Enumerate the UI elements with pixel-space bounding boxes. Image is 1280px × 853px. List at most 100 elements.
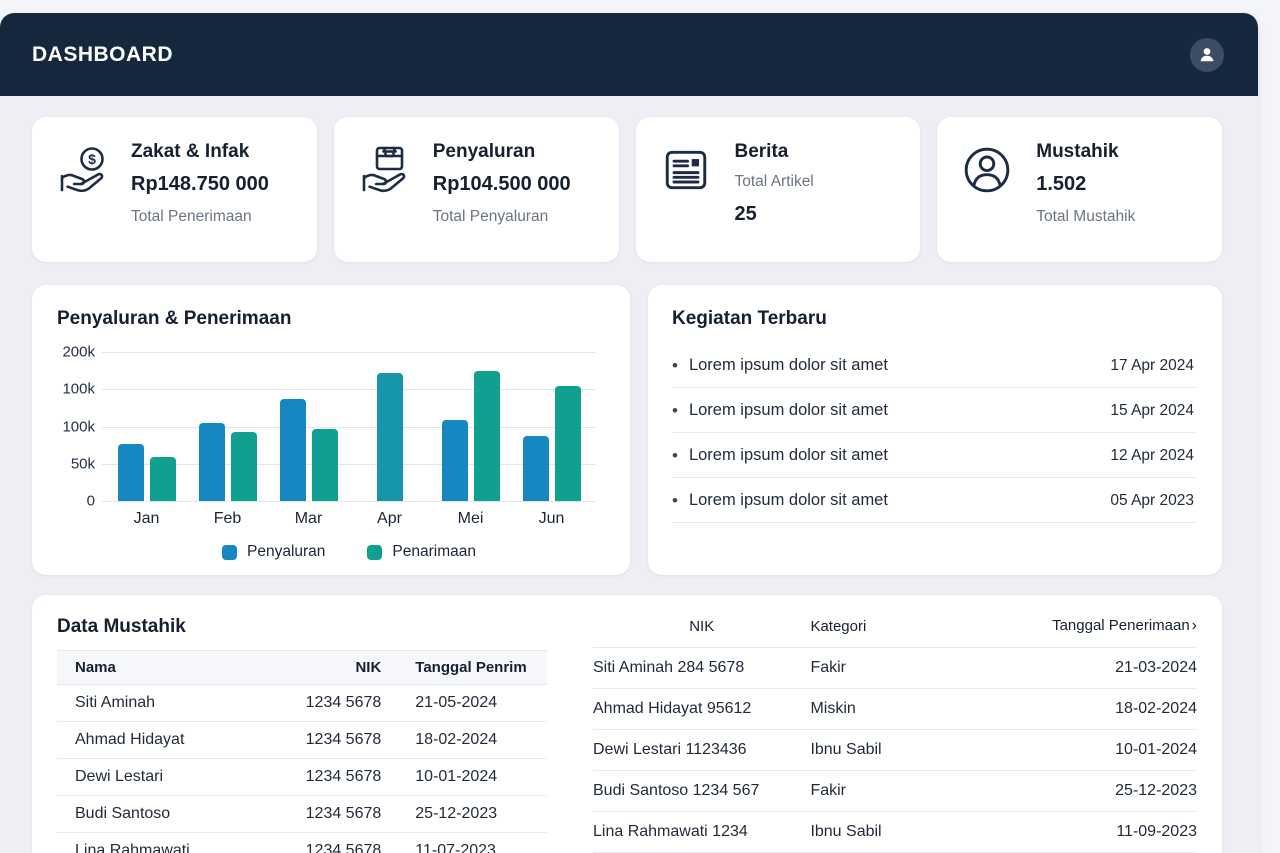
cell-nama: Lina Rahmawati — [57, 832, 273, 853]
kegiatan-date: 15 Apr 2024 — [1110, 401, 1194, 419]
y-axis-tick: 100k — [62, 418, 95, 435]
data-mustahik-card: Data Mustahik Nama NIK Tanggal Penrim Si… — [32, 595, 1222, 853]
mustahik-table-left: Nama NIK Tanggal Penrim Siti Aminah 1234 … — [57, 650, 547, 853]
bar-penarimaan-apr — [376, 372, 403, 501]
stat-card-row: $ Zakat & Infak Rp148.750 000 Total Pene… — [32, 117, 1222, 262]
cell-nama-nik: Dewi Lestari 1123436 — [593, 729, 811, 771]
legend-swatch — [222, 544, 237, 560]
table-row: Dewi Lestari 1123436 Ibnu Sabil 10-01-2024 — [593, 729, 1197, 771]
bar-penarimaan-feb — [230, 431, 257, 501]
chart-group-mar — [268, 352, 349, 501]
chart-group-mei — [430, 352, 511, 501]
bullet-icon: • — [672, 446, 678, 465]
legend-swatch — [367, 544, 383, 560]
column-header-nik: NIK — [355, 659, 382, 676]
stat-card-berita: Berita Total Artikel 25 — [635, 117, 921, 262]
stat-card-mustahik: Mustahik 1.502 Total Mustahik — [937, 117, 1222, 262]
stat-subtitle: Total Penerimaan — [131, 208, 252, 225]
hand-coin-icon: $ — [57, 141, 115, 262]
chart-card: Penyaluran & Penerimaan 200k 100k 100k 5… — [32, 285, 630, 575]
cell-tanggal: 18-02-2024 — [979, 688, 1197, 730]
bar-penyaluran-jun — [522, 436, 549, 501]
stat-title: Mustahik — [1036, 141, 1119, 162]
cell-nik: 1234 5678 — [272, 721, 386, 759]
bar-chart: 200k 100k 100k 50k 0 Jan Feb Mar Apr Mei Jun … — [57, 344, 602, 561]
top-bar: DASHBOARD — [0, 13, 1258, 96]
kegiatan-text: Lorem ipsum dolor sit amet — [688, 491, 888, 509]
gridline — [102, 463, 596, 465]
stat-value: 25 — [734, 203, 757, 225]
table-row: Ahmad Hidayat 95612 Miskin 18-02-2024 — [593, 688, 1197, 730]
column-header-kategori: Kategori — [810, 608, 980, 648]
table-header-row: Nama NIK Tanggal Penrim — [57, 650, 547, 685]
bullet-icon: • — [672, 491, 678, 510]
cell-nik: 1234 5678 — [272, 795, 386, 833]
avatar-button[interactable] — [1190, 37, 1224, 72]
mustahik-right-panel: NIK Kategori Tanggal Penerimaan › Siti Am… — [593, 608, 1197, 853]
kegiatan-item: • Lorem ipsum dolor sit amet 12 Apr 2024 — [672, 433, 1196, 478]
legend-label: Penarimaan — [392, 543, 476, 560]
cell-nik: 1234 5678 — [272, 758, 386, 796]
cell-nama-nik: Ahmad Hidayat 95612 — [593, 688, 811, 730]
app-window: DASHBOARD $ — [0, 13, 1258, 853]
cell-nik: 1234 5678 — [272, 684, 386, 722]
table-row: Ahmad Hidayat 1234 5678 18-02-2024 — [57, 721, 547, 759]
table-row: Siti Aminah 284 5678 Fakir 21-03-2024 — [593, 647, 1197, 689]
bullet-icon: • — [672, 401, 678, 420]
cell-nama: Dewi Lestari — [57, 758, 273, 796]
x-axis-label-feb: Feb — [213, 510, 242, 527]
cell-nama: Ahmad Hidayat — [57, 721, 273, 759]
bullet-icon: • — [672, 356, 678, 375]
table-row: Lina Rahmawati 1234 Ibnu Sabil 11-09-2023 — [593, 811, 1197, 853]
cell-nama-nik: Budi Santoso 1234 567 — [593, 770, 811, 812]
cell-nama-nik: Lina Rahmawati 1234 — [593, 811, 811, 853]
x-axis-label-mei: Mei — [457, 510, 484, 527]
stat-card-penyaluran: Penyaluran Rp104.500 000 Total Penyalura… — [333, 117, 619, 262]
stat-value: Rp104.500 000 — [432, 173, 571, 195]
y-axis-tick: 100k — [62, 380, 95, 398]
svg-text:$: $ — [88, 151, 96, 167]
bar-penyaluran-mei — [441, 419, 468, 501]
table-row: Dewi Lestari 1234 5678 10-01-2024 — [57, 758, 547, 796]
chart-group-jun — [511, 352, 592, 501]
kegiatan-item: • Lorem ipsum dolor sit amet 05 Apr 2023 — [672, 478, 1196, 523]
gridline — [102, 426, 596, 428]
cell-tanggal: 11-07-2023 — [385, 832, 547, 853]
bar-penarimaan-mei — [473, 370, 500, 501]
stat-subtitle: Total Mustahik — [1036, 208, 1136, 225]
table-header-row: NIK Kategori Tanggal Penerimaan › — [593, 608, 1197, 648]
x-axis-label-mar: Mar — [294, 510, 323, 527]
cell-tanggal: 21-05-2024 — [385, 684, 547, 722]
bar-penyaluran-mar — [279, 398, 306, 501]
y-axis-tick: 200k — [62, 343, 95, 361]
bar-penarimaan-mar — [311, 428, 338, 501]
cell-nama: Siti Aminah — [57, 684, 273, 722]
chart-group-feb — [187, 352, 268, 501]
legend-item-penarimaan: Penarimaan — [367, 543, 476, 561]
chart-bars — [102, 352, 596, 501]
stat-value: 1.502 — [1036, 173, 1087, 195]
gridline — [102, 389, 596, 391]
gridline — [102, 352, 596, 353]
chart-legend: Penyaluran Penarimaan — [102, 543, 596, 561]
kegiatan-title: Kegiatan Terbaru — [672, 308, 827, 329]
x-axis-label-apr: Apr — [377, 510, 402, 527]
bar-penarimaan-jun — [554, 385, 581, 501]
cell-nama-nik: Siti Aminah 284 5678 — [593, 647, 811, 689]
x-axis-label-jun: Jun — [538, 510, 565, 527]
table-row: Budi Santoso 1234 5678 25-12-2023 — [57, 795, 547, 833]
cell-kategori: Ibnu Sabil — [810, 811, 980, 853]
cell-kategori: Miskin — [810, 688, 980, 730]
chart-title: Penyaluran & Penerimaan — [57, 308, 292, 329]
y-axis-tick: 50k — [70, 455, 95, 473]
column-header-tanggal-penerimaan[interactable]: Tanggal Penerimaan › — [979, 608, 1197, 648]
kegiatan-date: 12 Apr 2024 — [1110, 446, 1194, 464]
mustahik-left-panel: Data Mustahik Nama NIK Tanggal Penrim Si… — [57, 608, 547, 853]
kegiatan-date: 05 Apr 2023 — [1110, 491, 1194, 509]
cell-tanggal: 10-01-2024 — [385, 758, 547, 796]
bar-penyaluran-jan — [117, 443, 144, 501]
kegiatan-text: Lorem ipsum dolor sit amet — [688, 356, 888, 374]
kegiatan-text: Lorem ipsum dolor sit amet — [688, 401, 888, 419]
person-icon — [1197, 45, 1217, 65]
chart-group-apr — [349, 352, 430, 501]
